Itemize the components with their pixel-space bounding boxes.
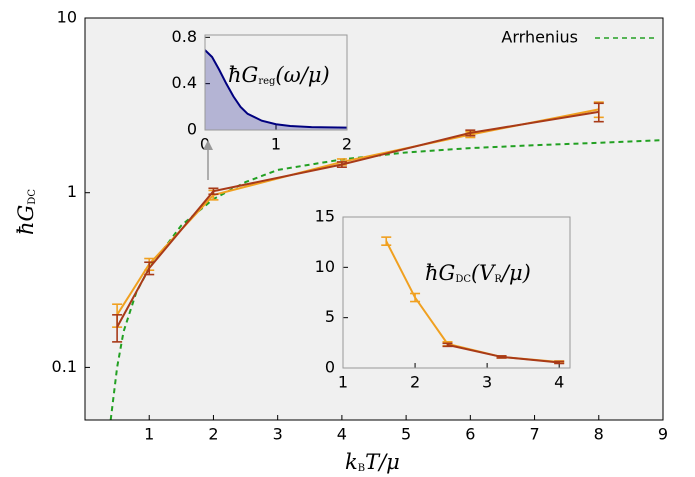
x-tick-label: 5 [401,425,411,444]
error-bar [112,314,123,343]
x-tick-label: 2 [342,135,352,154]
y-tick-label: 0.1 [52,357,77,376]
y-tick-label: 0.4 [172,73,197,92]
error-bar [496,355,507,359]
plot-frame [84,17,664,421]
plot-area [205,49,347,130]
inset-label-part: reg [258,76,276,87]
series-line [116,110,599,328]
y-tick-label: 0 [187,120,197,139]
x-tick-label: 3 [273,425,283,444]
error-bar [410,292,421,303]
series-line [109,139,663,420]
x-tick-label: 4 [554,373,564,392]
inset-label-part: R [494,274,502,285]
error-bar [381,236,392,246]
x-tick-label: 3 [482,373,492,392]
x-axis-label-part: B [358,463,365,474]
x-tick-label: 7 [529,425,539,444]
plot-area [381,236,565,365]
x-tick-label: 8 [594,425,604,444]
inset-label: ħGreg(ω/μ) [228,63,330,87]
y-tick-label: 0.8 [172,27,197,46]
y-tick-label: 10 [57,8,77,27]
x-tick-label: 1 [271,135,281,154]
plot-frame [342,216,571,369]
x-tick-label: 6 [465,425,475,444]
annotation-arrowhead [203,140,213,150]
y-tick-label: 1 [67,182,77,201]
x-tick-label: 2 [410,373,420,392]
inset-label-part: ħG [228,63,258,87]
series-line [205,49,347,129]
x-axis-label-part: T/μ [365,450,400,474]
inset-label-part: /μ) [500,261,531,285]
y-axis-label: ħGDC [14,189,38,235]
x-tick-label: 9 [658,425,668,444]
error-bar [336,161,347,168]
inset-label-part: ħG [425,261,455,285]
x-axis-label: kBT/μ [345,450,400,474]
y-axis-label-part: DC [27,189,38,205]
x-tick-label: 4 [337,425,347,444]
y-tick-label: 5 [325,307,335,326]
inset-label-part: DC [455,274,471,285]
plot-frame [204,34,348,131]
y-tick-label: 10 [315,257,335,276]
error-bar [144,261,155,276]
legend-label: Arrhenius [501,28,578,47]
error-bar [442,342,453,348]
area [205,50,347,130]
x-tick-label: 1 [144,425,154,444]
x-tick-label: 1 [338,373,348,392]
inset-label-part: (ω/μ) [275,63,329,87]
plot-area [109,101,663,420]
inset-label-part: (V [471,261,496,285]
y-axis-label-part: ħG [14,205,38,235]
plot-background [342,216,571,369]
y-tick-label: 0 [325,358,335,377]
inset-label: ħGDC(VR/μ) [425,261,531,285]
x-axis-label-part: k [345,450,358,474]
error-bar [465,129,476,137]
error-bar [208,187,219,196]
error-bar [554,360,565,365]
y-tick-label: 15 [315,207,335,226]
error-bar [593,102,604,123]
x-tick-label: 0 [200,135,210,154]
plot-background [204,34,348,131]
x-tick-label: 2 [208,425,218,444]
